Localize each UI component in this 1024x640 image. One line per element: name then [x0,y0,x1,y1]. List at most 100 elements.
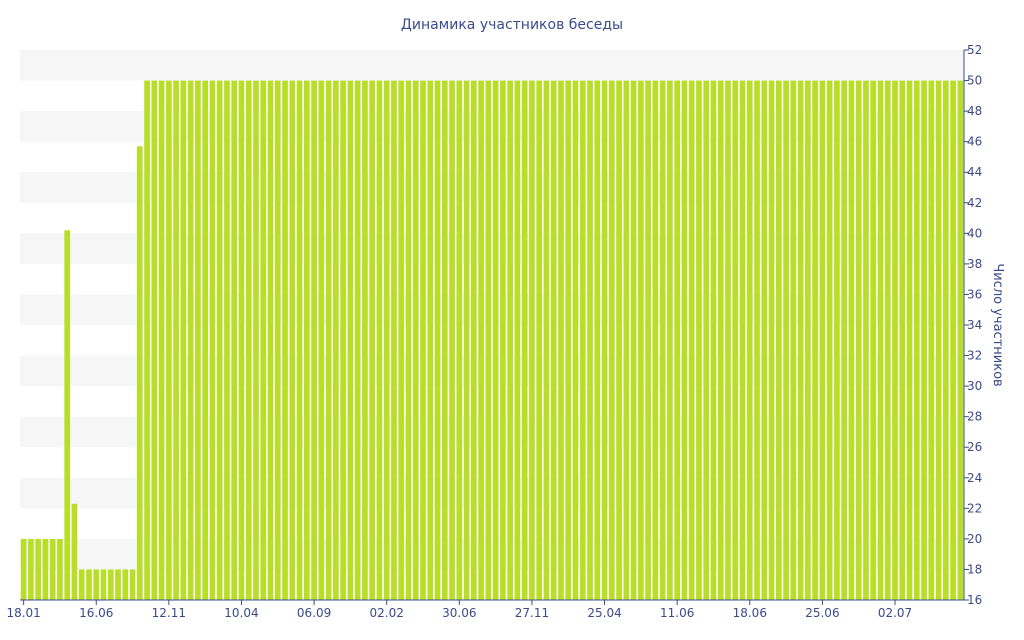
bar [362,80,368,600]
bar-series [20,80,964,600]
bar [877,80,884,600]
x-tick-label: 06.09 [297,606,331,620]
bar [427,80,434,600]
bar [732,80,739,600]
y-tick-label: 50 [967,74,982,88]
bar [928,80,935,600]
bar [913,80,920,600]
x-tick-label: 16.06 [79,606,113,620]
bar [296,80,303,600]
bar [855,80,862,600]
plot-band [20,50,964,81]
y-tick-label: 48 [967,104,982,118]
bar [86,569,92,600]
bar [608,80,615,600]
bar [391,80,397,600]
bar [289,80,296,600]
x-tick-label: 11.06 [660,606,694,620]
bar [383,80,390,600]
bar [819,80,826,600]
bar [957,80,964,600]
bar [354,80,361,600]
y-tick-label: 16 [967,593,982,607]
x-tick-label: 30.06 [442,606,476,620]
bar [616,80,622,600]
bar [202,80,208,600]
bar [405,80,412,600]
bar [224,80,230,600]
bar [579,80,586,600]
bar [921,80,927,600]
bar [42,538,49,600]
bar [892,80,898,600]
bar [783,80,789,600]
y-tick-label: 18 [967,562,982,576]
bar [463,80,470,600]
bar [717,80,724,600]
bar [521,80,528,600]
bar [216,80,223,600]
x-tick-label: 02.07 [878,606,912,620]
bar [587,80,593,600]
y-tick-label: 46 [967,135,982,149]
bar [834,80,840,600]
x-tick-label: 02.02 [370,606,404,620]
bar [49,538,56,600]
bar [434,80,441,600]
x-tick-label: 18.01 [6,606,40,620]
y-tick-label: 34 [967,318,982,332]
bar [725,80,731,600]
bar [906,80,913,600]
chart-title: Динамика участников беседы [401,17,623,33]
bar [492,80,499,600]
bar [674,80,680,600]
bar [318,80,325,600]
y-tick-label: 32 [967,349,982,363]
bar [151,80,158,600]
bar [659,80,666,600]
bar [950,80,956,600]
bar [64,230,71,600]
bar [471,80,477,600]
bar [688,80,695,600]
bar [187,80,194,600]
bar [776,80,782,600]
bar [71,503,78,600]
bar [899,80,906,600]
bar [238,80,245,600]
bar [826,80,833,600]
bar [173,80,179,600]
y-axis-title: Число участников [990,263,1005,386]
bar [790,80,797,600]
bar [870,80,877,600]
bar [245,80,252,600]
bar [456,80,463,600]
bar [884,80,891,600]
bar [841,80,848,600]
x-tick-label: 12.11 [152,606,186,620]
bar [333,80,339,600]
bar [166,80,172,600]
bar [768,80,775,600]
bar [122,569,129,600]
bar [507,80,513,600]
bar [601,80,608,600]
bar [761,80,768,600]
bar [253,80,259,600]
bar [739,80,746,600]
bar [282,80,288,600]
bar [754,80,760,600]
bar [594,80,601,600]
bar [311,80,317,600]
bar [144,80,150,600]
y-tick-label: 24 [967,471,982,485]
bar [667,80,673,600]
x-tick-label: 25.06 [805,606,839,620]
bar [529,80,535,600]
bar [630,80,637,600]
bar [115,569,121,600]
bar [20,538,27,600]
bar [696,80,702,600]
